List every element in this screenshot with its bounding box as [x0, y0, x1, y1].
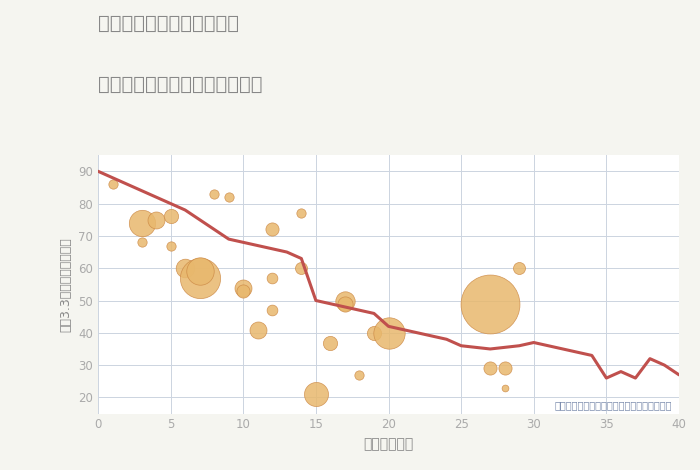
Point	[340, 300, 351, 307]
Point	[383, 329, 394, 337]
Point	[165, 213, 176, 220]
Point	[499, 384, 510, 392]
Text: 円の大きさは、取引のあった物件面積を示す: 円の大きさは、取引のあった物件面積を示す	[554, 400, 672, 410]
Point	[237, 287, 249, 295]
Point	[107, 180, 118, 188]
Point	[499, 365, 510, 372]
Point	[180, 265, 191, 272]
Point	[484, 365, 496, 372]
X-axis label: 築年数（年）: 築年数（年）	[363, 437, 414, 451]
Point	[252, 326, 263, 333]
Point	[165, 242, 176, 249]
Point	[368, 329, 379, 337]
Point	[267, 306, 278, 314]
Point	[194, 267, 205, 275]
Point	[296, 265, 307, 272]
Point	[267, 226, 278, 233]
Point	[354, 371, 365, 379]
Point	[514, 265, 525, 272]
Point	[310, 391, 321, 398]
Point	[267, 274, 278, 282]
Point	[136, 219, 147, 227]
Point	[484, 300, 496, 307]
Text: 岐阜県揖斐郡大野町加納の: 岐阜県揖斐郡大野町加納の	[98, 14, 239, 33]
Point	[325, 339, 336, 346]
Point	[223, 193, 235, 201]
Point	[194, 274, 205, 282]
Point	[209, 190, 220, 197]
Point	[237, 284, 249, 291]
Y-axis label: 平（3.3㎡）単価（万円）: 平（3.3㎡）単価（万円）	[60, 237, 73, 332]
Point	[296, 210, 307, 217]
Point	[136, 239, 147, 246]
Text: 築年数別中古マンション坪単価: 築年数別中古マンション坪単価	[98, 75, 262, 94]
Point	[340, 297, 351, 304]
Point	[150, 216, 162, 223]
